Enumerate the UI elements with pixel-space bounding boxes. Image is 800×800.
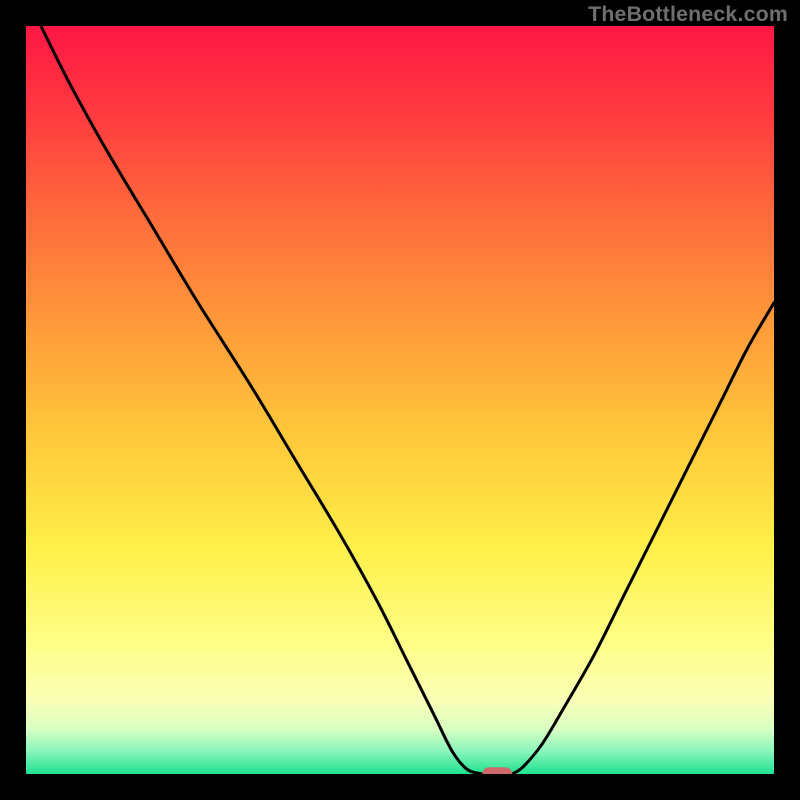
curve-left-branch [41,26,482,774]
watermark-text: TheBottleneck.com [588,2,788,27]
plot-area [26,26,774,774]
bottleneck-curve [26,26,774,774]
chart-frame: TheBottleneck.com [0,0,800,800]
minimum-marker [482,767,512,774]
curve-right-branch [512,303,774,774]
